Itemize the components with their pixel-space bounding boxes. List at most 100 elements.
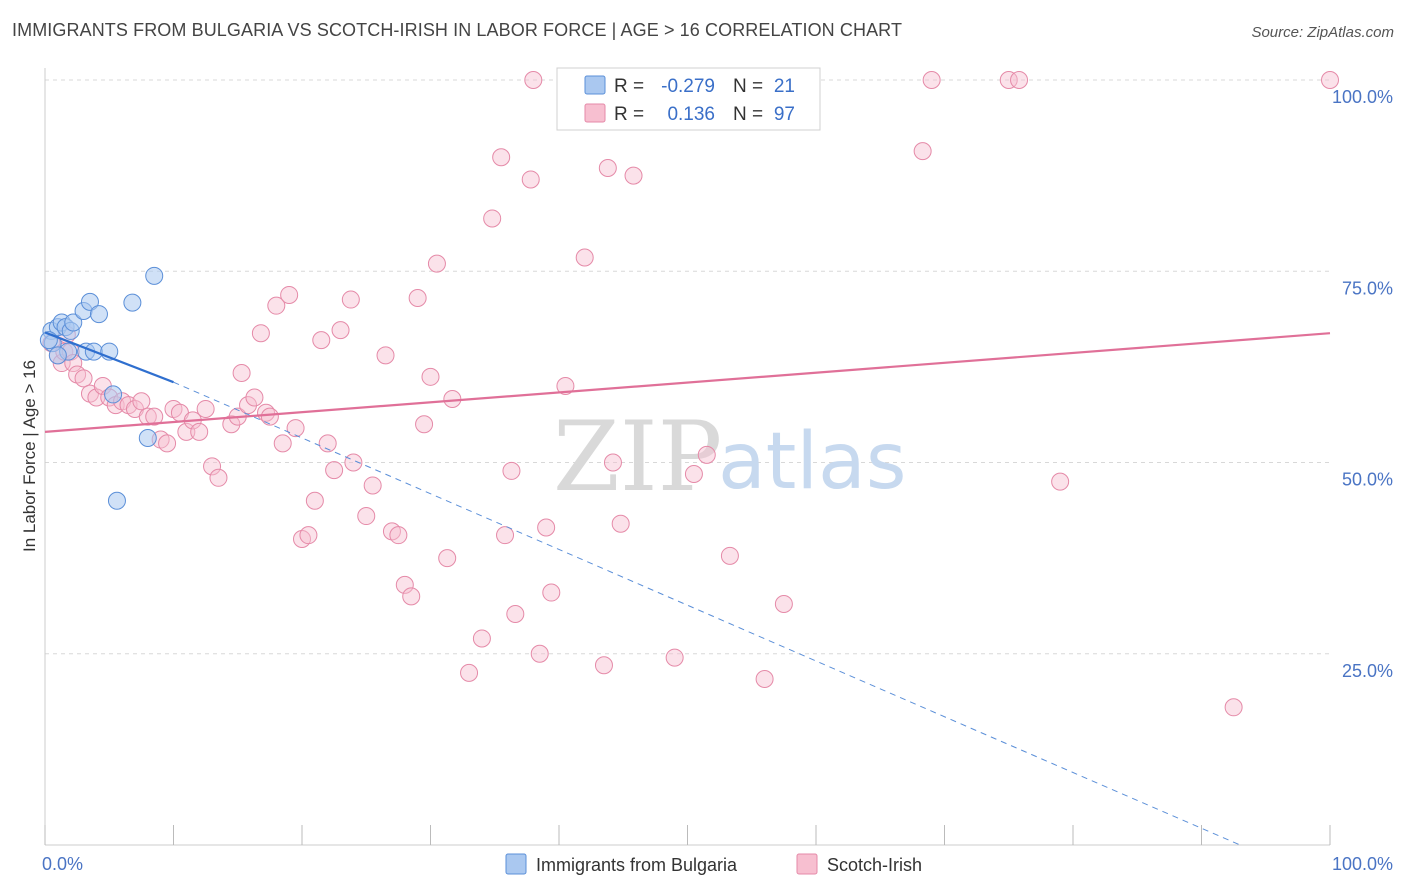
scotch-irish-point	[325, 461, 344, 480]
y-tick-label-50: 50.0%	[1342, 470, 1393, 490]
x-tick-labels: 0.0% 100.0%	[42, 854, 1393, 874]
scotch-irish-point	[273, 434, 292, 453]
scotch-irish-point	[697, 445, 716, 464]
scotch-irish-point	[502, 461, 521, 480]
bulgaria-points	[39, 266, 164, 510]
bulgaria-point	[64, 313, 83, 332]
scotch-irish-point	[222, 415, 241, 434]
stats-blue-r-label: R =	[614, 76, 644, 97]
bulgaria-trend-extension	[173, 381, 1241, 846]
scotch-irish-point	[376, 346, 395, 365]
scotch-irish-point	[402, 587, 421, 606]
scotch-irish-point	[556, 377, 575, 395]
scotch-irish-point	[460, 663, 479, 682]
scotch-irish-point	[611, 514, 630, 533]
y-axis-title: In Labor Force | Age > 16	[20, 360, 39, 552]
axes	[44, 68, 1331, 846]
scotch-irish-point	[299, 526, 318, 545]
scotch-irish-point	[177, 422, 196, 441]
watermark-zip: ZIP	[553, 401, 722, 513]
stats-blue-n-value: 21	[774, 76, 795, 97]
chart-title: IMMIGRANTS FROM BULGARIA VS SCOTCH-IRISH…	[12, 20, 903, 40]
scotch-irish-point	[280, 285, 299, 304]
scotch-irish-point	[318, 434, 337, 453]
watermark: ZIP atlas	[553, 401, 907, 513]
scotch-irish-point	[438, 549, 457, 568]
scotch-irish-point	[521, 170, 540, 189]
trend-lines	[44, 331, 1331, 846]
scotch-irish-point	[496, 526, 515, 545]
scotch-irish-point	[624, 166, 643, 185]
scotch-irish-point	[472, 629, 491, 648]
stats-pink-swatch	[584, 103, 606, 123]
scotch-irish-point	[158, 434, 177, 453]
scotch-irish-point	[245, 388, 264, 407]
bulgaria-trend-line	[44, 331, 174, 384]
scotch-irish-point	[483, 209, 502, 228]
stats-pink-r-label: R =	[614, 104, 644, 125]
scotch-irish-point	[251, 324, 270, 343]
scotch-irish-point	[389, 526, 408, 545]
scotch-irish-point	[1224, 698, 1243, 717]
scotch-irish-point	[74, 369, 93, 388]
scotch-irish-point	[415, 415, 434, 434]
scotch-irish-point	[913, 142, 932, 161]
scotch-irish-point	[331, 321, 350, 340]
source-credit: Source: ZipAtlas.com	[1251, 24, 1394, 41]
scotch-irish-point	[537, 518, 556, 537]
bulgaria-point	[107, 491, 126, 510]
legend-scotch-irish-swatch	[796, 853, 818, 875]
scotch-irish-point	[1321, 71, 1339, 89]
stats-blue-r-value: -0.279	[661, 76, 715, 97]
scotch-irish-point	[594, 656, 613, 675]
scotch-irish-point	[239, 396, 258, 415]
scotch-irish-point	[232, 363, 251, 382]
legend: Immigrants from Bulgaria Scotch-Irish	[505, 853, 922, 875]
watermark-atlas: atlas	[718, 417, 907, 507]
scotch-irish-point	[1010, 71, 1029, 89]
scotch-irish-point	[305, 491, 324, 510]
scotch-irish-point	[774, 595, 793, 614]
scotch-irish-points	[42, 71, 1339, 717]
scotch-irish-point	[286, 419, 305, 438]
scotch-irish-point	[363, 476, 382, 495]
scotch-irish-point	[665, 648, 684, 667]
scotch-irish-trend-line	[44, 332, 1331, 433]
scotch-irish-point	[190, 422, 209, 441]
bulgaria-point	[104, 385, 123, 404]
y-tick-labels: 25.0% 50.0% 75.0% 100.0%	[1332, 87, 1393, 681]
scotch-irish-point	[203, 457, 222, 476]
scotch-irish-point	[427, 254, 446, 273]
stats-blue-n-label: N =	[733, 76, 763, 97]
scotch-irish-point	[720, 546, 739, 565]
scotch-irish-point	[575, 248, 594, 267]
bulgaria-point	[48, 346, 67, 365]
x-tick-label-min: 0.0%	[42, 854, 83, 874]
stats-blue-swatch	[584, 75, 606, 95]
scotch-irish-point	[267, 296, 286, 315]
scotch-irish-point	[132, 392, 151, 411]
scotch-irish-point	[260, 407, 279, 426]
scotch-irish-point	[524, 71, 543, 89]
scotch-irish-point	[530, 644, 549, 663]
bulgaria-point	[138, 429, 157, 448]
legend-bulgaria-swatch	[505, 853, 527, 875]
scotch-irish-point	[684, 464, 703, 483]
scotch-irish-point	[542, 583, 561, 602]
bulgaria-point	[145, 266, 164, 285]
y-tick-label-75: 75.0%	[1342, 278, 1393, 298]
scotch-irish-point	[755, 669, 774, 688]
y-tick-label-25: 25.0%	[1342, 661, 1393, 681]
scotch-irish-point	[443, 390, 462, 409]
bulgaria-point	[89, 305, 108, 324]
stats-box: R = -0.279 N = 21 R = 0.136 N = 97	[556, 67, 821, 131]
stats-pink-n-label: N =	[733, 104, 763, 125]
bulgaria-point	[123, 293, 142, 312]
scotch-irish-point	[357, 507, 376, 526]
scotch-irish-point	[341, 290, 360, 309]
legend-bulgaria-label: Immigrants from Bulgaria	[536, 855, 738, 875]
scotch-irish-point	[196, 399, 215, 418]
stats-pink-r-value: 0.136	[667, 104, 715, 125]
x-tick-label-max: 100.0%	[1332, 854, 1393, 874]
scotch-irish-point	[1051, 472, 1070, 491]
